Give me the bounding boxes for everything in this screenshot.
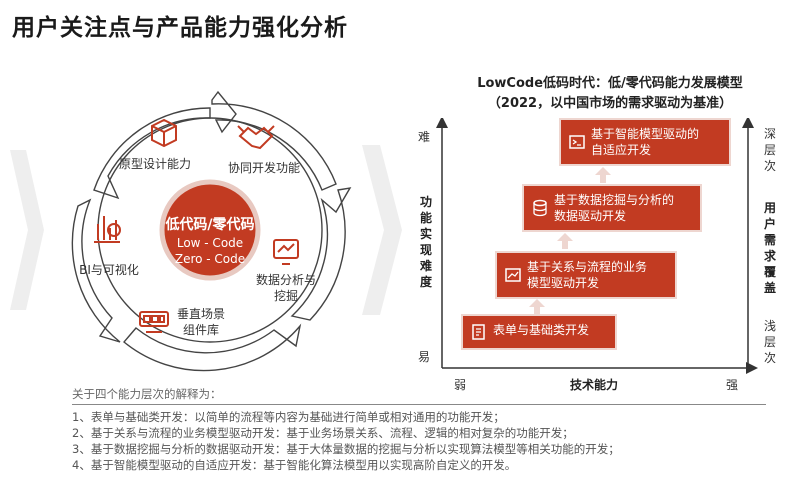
line-chart-icon — [505, 268, 521, 282]
notes-heading: 关于四个能力层次的解释为： — [72, 387, 222, 401]
level-1-text: 表单与基础类开发 — [493, 323, 590, 337]
x-axis-label: 技术能力 — [570, 378, 619, 392]
center-line2: Zero - Code — [174, 252, 246, 266]
data-analysis-icon — [273, 239, 299, 265]
cycle-label-data-analysis-line1: 数据分析与 — [255, 273, 316, 287]
center-title: 低代码/零代码 — [165, 217, 255, 233]
level-3-line2: 数据驱动开发 — [554, 209, 627, 223]
level-4-box: 基于智能模型驱动的 自适应开发 — [561, 120, 729, 164]
x-axis-left: 弱 — [454, 378, 467, 392]
cycle-label-component-library-line2: 组件库 — [182, 323, 219, 337]
middle-chevron-decoration — [362, 145, 402, 315]
center-circle — [159, 179, 261, 281]
note-item-4: 4、基于智能模型驱动的自适应开发：基于智能化算法模型用以实现高阶自定义的开发。 — [72, 458, 517, 472]
bar-chart-icon — [94, 216, 121, 243]
ring-segment-left — [71, 198, 121, 343]
level-2-box: 基于关系与流程的业务 模型驱动开发 — [497, 253, 675, 297]
ring-segment-right — [290, 187, 352, 321]
terminal-icon — [569, 135, 585, 149]
y-axis-top: 难 — [418, 130, 431, 144]
note-item-1: 1、表单与基础类开发：以简单的流程等内容为基础进行简单或相对通用的功能开发； — [72, 410, 505, 424]
level-2-line2: 模型驱动开发 — [527, 276, 600, 290]
cycle-label-data-analysis-line2: 挖掘 — [273, 289, 298, 303]
cycle-label-data-analysis: 数据分析与 挖掘 — [246, 272, 326, 304]
up-arrow-1 — [529, 299, 545, 315]
chart-title-line1: LowCode低码时代：低/零代码能力发展模型 — [477, 76, 743, 91]
component-library-icon — [139, 311, 169, 333]
y-axis-bottom: 易 — [418, 350, 431, 364]
level-2-line1: 基于关系与流程的业务 — [527, 260, 648, 274]
form-icon — [472, 324, 485, 340]
page-title: 用户关注点与产品能力强化分析 — [12, 15, 348, 41]
handshake-icon — [237, 125, 275, 150]
up-arrow-3 — [595, 167, 611, 183]
level-3-box: 基于数据挖掘与分析的 数据驱动开发 — [524, 186, 700, 230]
cycle-label-collaboration: 协同开发功能 — [227, 161, 300, 175]
cube-icon — [151, 118, 177, 148]
database-icon — [533, 199, 547, 217]
notes-divider — [72, 404, 766, 405]
notes-section: 关于四个能力层次的解释为： 1、表单与基础类开发：以简单的流程等内容为基础进行简… — [72, 386, 772, 473]
cycle-label-component-library-line1: 垂直场景 — [176, 307, 225, 321]
note-item-2: 2、基于关系与流程的业务模型驱动开发：基于业务场景关系、流程、逻辑的相对复杂的功… — [72, 426, 574, 440]
left-chevron-decoration — [10, 150, 44, 310]
level-4-line1: 基于智能模型驱动的 — [591, 127, 700, 141]
right-axis-label: 用户需求覆盖 — [763, 201, 776, 295]
right-axis-bottom: 浅层次 — [763, 319, 776, 365]
ring-segment-bottom — [123, 323, 302, 372]
note-item-3: 3、基于数据挖掘与分析的数据驱动开发：基于大体量数据的挖掘与分析以实现算法模型等… — [72, 442, 620, 456]
cycle-label-bi: BI与可视化 — [79, 263, 139, 277]
cycle-label-prototype: 原型设计能力 — [118, 157, 191, 171]
y-axis-label: 功能实现难度 — [419, 195, 432, 289]
center-line1: Low - Code — [176, 236, 244, 250]
cycle-diagram — [71, 90, 352, 372]
right-axis-top: 深层次 — [763, 127, 776, 173]
cycle-label-component-library: 垂直场景 组件库 — [166, 306, 236, 338]
level-1-box: 表单与基础类开发 — [463, 316, 615, 348]
up-arrow-2 — [557, 233, 573, 249]
chart-title-line2: （2022，以中国市场的需求驱动为基准） — [487, 96, 733, 111]
level-3-line1: 基于数据挖掘与分析的 — [554, 193, 675, 207]
level-4-line2: 自适应开发 — [591, 143, 652, 157]
chart-axes — [436, 118, 758, 374]
x-axis-right: 强 — [726, 378, 739, 392]
